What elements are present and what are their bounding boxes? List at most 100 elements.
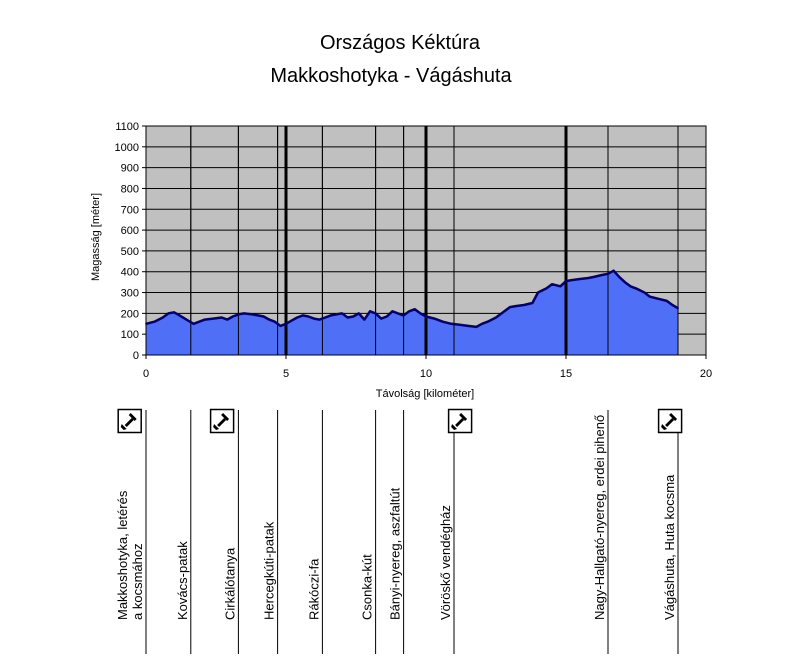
elevation-point bbox=[192, 322, 195, 325]
elevation-point bbox=[671, 304, 674, 306]
elevation-point bbox=[618, 276, 621, 278]
elevation-point bbox=[503, 310, 506, 313]
elevation-point bbox=[579, 278, 581, 280]
elevation-point bbox=[531, 302, 534, 304]
elevation-point bbox=[307, 315, 310, 318]
stamp-icon-head bbox=[459, 413, 468, 421]
y-tick-label: 500 bbox=[121, 246, 139, 258]
stamp-icon-head bbox=[128, 413, 137, 421]
stamp-icon-base bbox=[451, 424, 458, 430]
elevation-point bbox=[587, 277, 590, 279]
x-tick-label: 5 bbox=[283, 368, 289, 380]
elevation-point bbox=[537, 291, 539, 294]
elevation-point bbox=[313, 317, 315, 320]
elevation-point bbox=[363, 318, 366, 321]
elevation-point bbox=[279, 325, 282, 327]
stamp-icons bbox=[117, 408, 683, 434]
elevation-point bbox=[623, 281, 626, 283]
stamp-icon-head bbox=[669, 413, 678, 421]
elevation-point bbox=[391, 310, 394, 313]
elevation-point bbox=[402, 314, 405, 317]
stamp-icon bbox=[117, 408, 142, 434]
elevation-point bbox=[187, 319, 189, 322]
waypoint-label: Makkoshotyka, letérésa kocsmához bbox=[115, 490, 145, 620]
waypoint-label: Vágáshuta, Huta kocsma bbox=[662, 474, 677, 620]
elevation-point bbox=[408, 310, 411, 313]
elevation-point bbox=[419, 312, 422, 315]
elevation-point bbox=[301, 314, 304, 317]
elevation-point bbox=[397, 312, 399, 315]
elevation-point bbox=[565, 280, 567, 282]
stamp-icon-handle bbox=[455, 418, 465, 427]
elevation-point bbox=[385, 315, 388, 318]
elevation-point bbox=[441, 320, 444, 323]
elevation-point bbox=[425, 315, 427, 318]
y-tick-label: 800 bbox=[121, 183, 139, 195]
y-tick-label: 200 bbox=[121, 308, 139, 320]
elevation-point bbox=[335, 313, 338, 316]
elevation-point bbox=[296, 316, 299, 319]
waypoint-label: Kovács-patak bbox=[175, 541, 190, 620]
elevation-point bbox=[450, 322, 453, 325]
elevation-point bbox=[329, 314, 332, 317]
elevation-point bbox=[593, 276, 595, 278]
waypoint-label: Vöröskő vendégház bbox=[438, 505, 453, 620]
stamp-icon-handle bbox=[124, 418, 134, 427]
elevation-point bbox=[262, 315, 265, 318]
elevation-point bbox=[601, 274, 604, 276]
elevation-point bbox=[318, 318, 321, 321]
elevation-point bbox=[523, 304, 525, 306]
elevation-point bbox=[433, 317, 436, 320]
elevation-point bbox=[495, 316, 497, 319]
waypoint-label-line: Vágáshuta, Huta kocsma bbox=[662, 474, 677, 620]
stamp-icon-base bbox=[661, 424, 668, 430]
y-tick-label: 700 bbox=[121, 204, 139, 216]
elevation-point bbox=[665, 300, 668, 302]
elevation-point bbox=[545, 287, 548, 290]
elevation-point bbox=[657, 297, 660, 300]
elevation-point bbox=[643, 291, 646, 294]
y-tick-label: 100 bbox=[121, 329, 139, 341]
elevation-point bbox=[369, 310, 371, 313]
waypoint-label-line: Makkoshotyka, letérés bbox=[115, 490, 130, 620]
elevation-point bbox=[203, 318, 206, 321]
elevation-line bbox=[145, 269, 679, 329]
x-tick-label: 0 bbox=[143, 368, 149, 380]
elevation-point bbox=[374, 312, 377, 315]
elevation-point bbox=[629, 285, 632, 288]
elevation-point bbox=[509, 306, 511, 308]
waypoint-label-line: Cirkálótanya bbox=[222, 547, 237, 620]
elevation-point bbox=[352, 315, 355, 318]
waypoint-label-line: Rákóczi-fa bbox=[306, 558, 321, 620]
elevation-point bbox=[413, 308, 416, 311]
waypoints: Makkoshotyka, letérésa kocsmához Kovács-p… bbox=[115, 410, 679, 654]
elevation-point bbox=[570, 279, 573, 281]
stamp-icon-head bbox=[221, 413, 230, 421]
waypoint-label: Cirkálótanya bbox=[222, 547, 237, 620]
y-tick-label: 1100 bbox=[115, 121, 139, 133]
x-axis-label: Távolság [kilométer] bbox=[376, 388, 474, 400]
elevation-point bbox=[607, 272, 609, 275]
elevation-point bbox=[341, 312, 343, 315]
y-tick-label: 600 bbox=[121, 225, 139, 237]
elevation-point bbox=[612, 269, 615, 272]
elevation-point bbox=[458, 323, 461, 326]
elevation-point bbox=[226, 318, 229, 321]
elevation-point bbox=[178, 314, 181, 317]
elevation-point bbox=[251, 313, 254, 316]
y-tick-label: 400 bbox=[121, 267, 139, 279]
waypoint-label-line: Csonka-kút bbox=[360, 554, 375, 620]
elevation-point bbox=[173, 311, 175, 314]
waypoint-label: Hercegkúti-patak bbox=[262, 521, 277, 620]
waypoint-label: Bányi-nyereg, aszfaltút bbox=[388, 487, 403, 620]
elevation-point bbox=[290, 319, 293, 322]
elevation-point bbox=[237, 313, 240, 316]
waypoint-label-line: a kocsmához bbox=[130, 543, 145, 620]
elevation-point bbox=[167, 312, 170, 315]
chart-subtitle: Makkoshotyka - Vágáshuta bbox=[270, 65, 512, 87]
elevation-point bbox=[257, 314, 259, 317]
waypoint-label-line: Vöröskő vendégház bbox=[438, 505, 453, 620]
elevation-point bbox=[649, 295, 651, 298]
